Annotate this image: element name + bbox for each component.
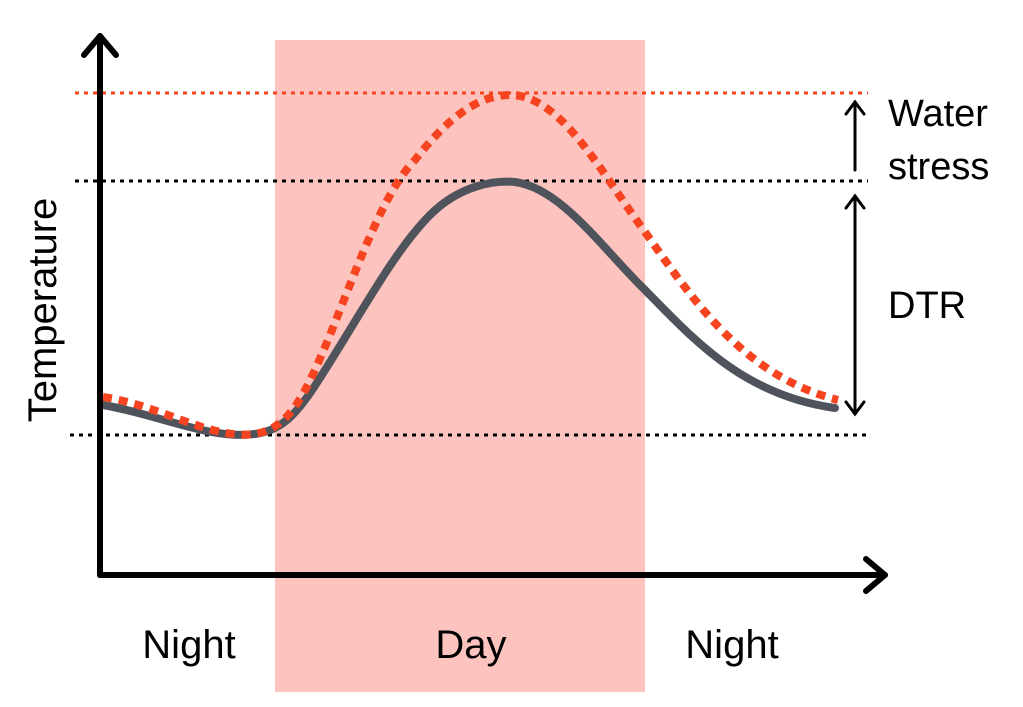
water-stress-arrow-icon [844,99,866,172]
dtr-label: DTR [888,285,966,327]
y-axis-label: Temperature [21,198,65,423]
normal-temperature-curve [99,177,839,439]
label-night-1: Night [142,623,235,667]
y-axis [81,33,119,578]
water-stressed-temperature-curve [102,90,839,439]
water-stress-label-2: stress [888,146,989,188]
x-axis [97,556,888,594]
dtr-double-arrow-icon [844,193,866,417]
water-stress-label-1: Water [888,93,988,135]
label-day: Day [435,623,506,667]
label-night-2: Night [685,623,778,667]
